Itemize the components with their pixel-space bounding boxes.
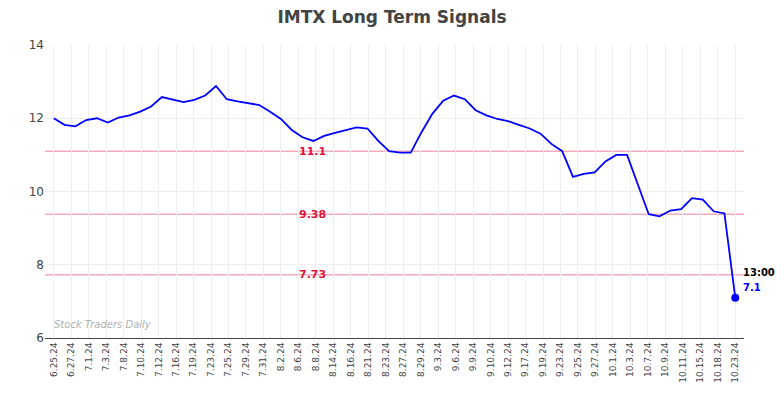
svg-text:10.1.24: 10.1.24	[608, 342, 618, 377]
svg-text:9.6.24: 9.6.24	[451, 342, 461, 371]
svg-text:Stock Traders Daily: Stock Traders Daily	[54, 319, 152, 330]
svg-text:9.23.24: 9.23.24	[555, 342, 565, 377]
svg-text:IMTX Long Term Signals: IMTX Long Term Signals	[277, 7, 506, 27]
svg-text:8.23.24: 8.23.24	[381, 342, 391, 377]
svg-text:13:00: 13:00	[743, 267, 775, 278]
svg-text:10.23.24: 10.23.24	[730, 342, 740, 382]
svg-text:7.31.24: 7.31.24	[258, 342, 268, 377]
svg-text:7.19.24: 7.19.24	[188, 342, 198, 377]
svg-text:12: 12	[29, 111, 44, 125]
svg-text:10.7.24: 10.7.24	[643, 342, 653, 377]
svg-text:8.14.24: 8.14.24	[328, 342, 338, 377]
svg-text:8.27.24: 8.27.24	[398, 342, 408, 377]
svg-text:7.1: 7.1	[743, 282, 761, 293]
svg-text:9.27.24: 9.27.24	[590, 342, 600, 377]
svg-text:7.12.24: 7.12.24	[154, 342, 164, 377]
svg-text:10.15.24: 10.15.24	[695, 342, 705, 382]
svg-text:9.10.24: 9.10.24	[486, 342, 496, 377]
svg-text:9.12.24: 9.12.24	[503, 342, 513, 377]
svg-text:7.8.24: 7.8.24	[119, 342, 129, 371]
svg-text:14: 14	[29, 38, 44, 52]
svg-text:8: 8	[36, 258, 44, 272]
svg-text:10.9.24: 10.9.24	[660, 342, 670, 377]
svg-text:9.9.24: 9.9.24	[468, 342, 478, 371]
svg-text:9.25.24: 9.25.24	[573, 342, 583, 377]
svg-text:10.3.24: 10.3.24	[625, 342, 635, 377]
svg-text:7.25.24: 7.25.24	[223, 342, 233, 377]
svg-text:7.23.24: 7.23.24	[206, 342, 216, 377]
svg-text:7.73: 7.73	[299, 268, 326, 281]
svg-text:6.25.24: 6.25.24	[49, 342, 59, 377]
svg-text:8.21.24: 8.21.24	[363, 342, 373, 377]
svg-text:8.8.24: 8.8.24	[311, 342, 321, 371]
svg-text:10.18.24: 10.18.24	[713, 342, 723, 382]
svg-text:6.27.24: 6.27.24	[66, 342, 76, 377]
svg-text:7.3.24: 7.3.24	[101, 342, 111, 371]
svg-text:9.17.24: 9.17.24	[520, 342, 530, 377]
svg-text:8.16.24: 8.16.24	[346, 342, 356, 377]
svg-text:7.1.24: 7.1.24	[84, 342, 94, 371]
svg-text:8.6.24: 8.6.24	[293, 342, 303, 371]
svg-text:10.11.24: 10.11.24	[678, 342, 688, 382]
svg-text:7.16.24: 7.16.24	[171, 342, 181, 377]
svg-text:6: 6	[36, 331, 44, 345]
svg-text:9.3.24: 9.3.24	[433, 342, 443, 371]
svg-text:9.38: 9.38	[299, 208, 326, 221]
svg-text:7.10.24: 7.10.24	[136, 342, 146, 377]
svg-text:9.19.24: 9.19.24	[538, 342, 548, 377]
svg-text:10: 10	[29, 185, 44, 199]
svg-text:11.1: 11.1	[299, 145, 326, 158]
svg-text:8.29.24: 8.29.24	[416, 342, 426, 377]
svg-text:8.2.24: 8.2.24	[276, 342, 286, 371]
svg-text:7.29.24: 7.29.24	[241, 342, 251, 377]
